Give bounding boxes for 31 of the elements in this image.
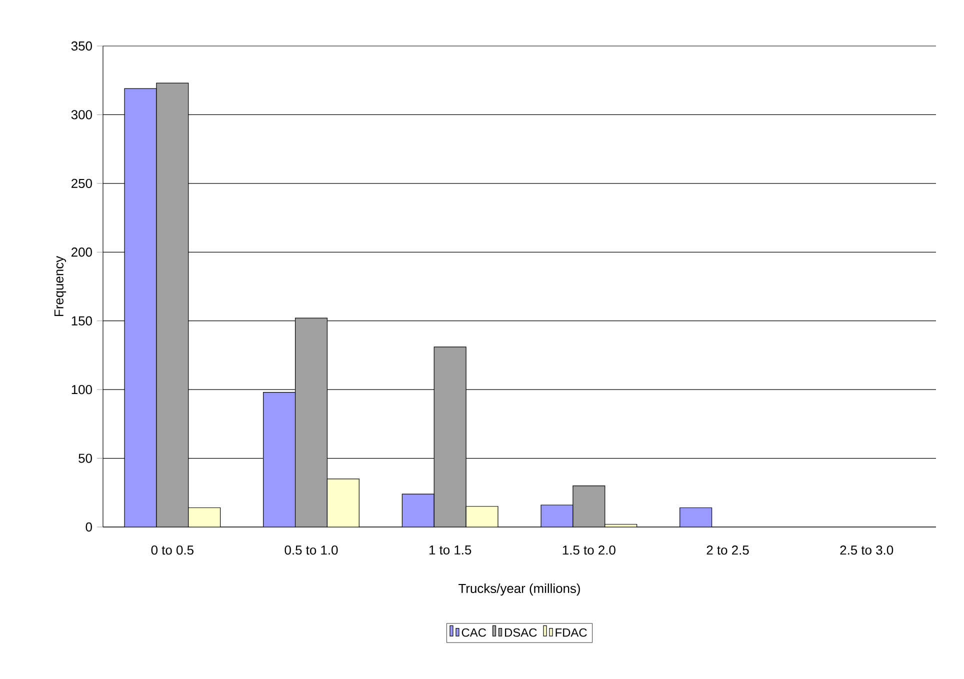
bar <box>124 88 157 527</box>
y-axis-title: Frequency <box>54 256 66 316</box>
x-tick-label: 1 to 1.5 <box>429 546 472 555</box>
y-tick-label: 150 <box>72 316 92 326</box>
bar <box>540 504 574 527</box>
x-tick-label: 0.5 to 1.0 <box>284 546 338 555</box>
bar <box>466 506 498 527</box>
x-tick-label: 1.5 to 2.0 <box>562 546 616 555</box>
bar <box>434 346 466 527</box>
y-tick-label: 50 <box>78 454 92 463</box>
legend-label: FDAC <box>556 628 587 637</box>
bar <box>294 318 328 527</box>
bar <box>572 485 606 527</box>
legend-label: CAC <box>462 628 486 637</box>
y-tick-label: 100 <box>72 384 92 394</box>
y-tick-label: 300 <box>71 110 92 120</box>
x-tick-label: 2.5 to 3.0 <box>840 546 894 555</box>
y-tick-label: 0 <box>86 522 92 532</box>
x-tick-label: 2 to 2.5 <box>706 546 749 555</box>
bar <box>188 507 221 527</box>
x-axis-title: Trucks/year (millions) <box>458 584 580 596</box>
bar <box>680 507 712 527</box>
bar <box>263 392 296 527</box>
legend-label: DSAC <box>505 628 537 637</box>
y-tick-label: 200 <box>72 248 92 257</box>
bar <box>326 478 360 527</box>
x-tick-label: 0 to 0.5 <box>151 546 194 555</box>
bar <box>402 494 434 527</box>
y-tick-label: 250 <box>72 178 92 188</box>
bar <box>156 82 189 527</box>
y-tick-label: 350 <box>71 41 92 51</box>
